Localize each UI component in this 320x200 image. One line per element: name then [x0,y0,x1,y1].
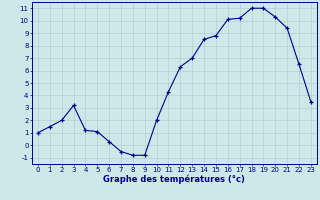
X-axis label: Graphe des températures (°c): Graphe des températures (°c) [103,175,245,184]
